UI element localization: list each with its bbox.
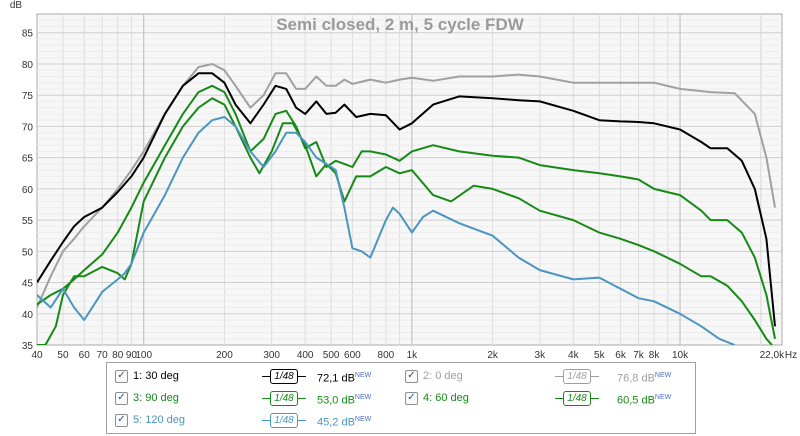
legend-item-30-deg[interactable]: ✓ 1: 30 deg xyxy=(115,365,179,387)
spl-value: 53,0 dBNEW xyxy=(317,394,372,407)
x-axis-unit: Hz xyxy=(785,350,797,361)
x-tick-label: 6k xyxy=(615,350,627,361)
x-tick-label: 22,0k xyxy=(760,350,785,361)
x-tick-label: 400 xyxy=(297,350,314,361)
checkbox[interactable]: ✓ xyxy=(115,391,128,405)
checkbox[interactable]: ✓ xyxy=(405,391,418,405)
series-line-2-0-deg xyxy=(37,63,776,308)
x-tick-label: 300 xyxy=(263,350,280,361)
y-tick-label: 75 xyxy=(22,91,34,102)
chart-title: Semi closed, 2 m, 5 cycle FDW xyxy=(276,15,525,34)
x-tick-label: 10k xyxy=(672,350,689,361)
legend-label: 4: 60 deg xyxy=(423,392,469,404)
x-tick-label: 3k xyxy=(535,350,547,361)
legend-item-90-deg[interactable]: ✓ 3: 90 deg xyxy=(115,387,179,409)
y-tick-label: 45 xyxy=(22,279,34,290)
y-tick-label: 70 xyxy=(22,122,34,133)
x-tick-label: 4k xyxy=(568,350,580,361)
series-line-4-60-deg xyxy=(37,84,776,339)
x-tick-label: 500 xyxy=(323,350,340,361)
y-tick-label: 50 xyxy=(22,247,34,258)
x-tick-label: 200 xyxy=(216,350,233,361)
spl-value: 72,1 dBNEW xyxy=(317,372,372,385)
legend-item-60-deg[interactable]: ✓ 4: 60 deg xyxy=(405,387,469,409)
checkbox[interactable]: ✓ xyxy=(115,369,128,383)
legend-row: ✓ 1: 30 deg 1/48 72,1 dBNEW ✓ 2: 0 deg 1… xyxy=(107,365,695,387)
y-tick-label: 85 xyxy=(22,29,34,40)
y-tick-label: 60 xyxy=(22,185,34,196)
x-tick-label: 40 xyxy=(31,350,43,361)
x-tick-label: 5k xyxy=(594,350,606,361)
smoothing-button[interactable]: 1/48 xyxy=(555,369,599,384)
x-tick-label: 600 xyxy=(344,350,361,361)
legend-panel: ✓ 1: 30 deg 1/48 72,1 dBNEW ✓ 2: 0 deg 1… xyxy=(106,362,696,434)
smoothing-button[interactable]: 1/48 xyxy=(262,369,306,384)
series-line-5-120-deg xyxy=(37,116,736,345)
x-tick-label: 1k xyxy=(407,350,419,361)
smoothing-button[interactable]: 1/48 xyxy=(555,391,599,406)
legend-item-120-deg[interactable]: ✓ 5: 120 deg xyxy=(115,409,185,431)
x-tick-label: 8k xyxy=(649,350,661,361)
x-tick-label: 2k xyxy=(487,350,499,361)
x-tick-label: 800 xyxy=(378,350,395,361)
x-tick-label: 90 xyxy=(126,350,138,361)
series-line-1-30-deg xyxy=(37,72,776,327)
legend-label: 1: 30 deg xyxy=(133,370,179,382)
y-tick-label: 65 xyxy=(22,154,34,165)
legend-row: ✓ 3: 90 deg 1/48 53,0 dBNEW ✓ 4: 60 deg … xyxy=(107,387,695,409)
y-tick-label: 55 xyxy=(22,216,34,227)
y-axis-label: dB xyxy=(10,0,23,11)
spl-value: 45,2 dBNEW xyxy=(317,416,372,429)
legend-label: 3: 90 deg xyxy=(133,392,179,404)
checkbox[interactable]: ✓ xyxy=(115,413,128,427)
x-tick-label: 70 xyxy=(97,350,109,361)
legend-row: ✓ 5: 120 deg 1/48 45,2 dBNEW xyxy=(107,409,695,431)
x-tick-label: 50 xyxy=(57,350,69,361)
plot-area xyxy=(36,13,783,346)
spl-value: 60,5 dBNEW xyxy=(617,394,672,407)
x-tick-label: 80 xyxy=(112,350,124,361)
smoothing-button[interactable]: 1/48 xyxy=(262,391,306,406)
smoothing-button[interactable]: 1/48 xyxy=(262,413,306,428)
x-tick-label: 60 xyxy=(79,350,91,361)
spl-value: 76,8 dBNEW xyxy=(617,372,672,385)
x-tick-label: 7k xyxy=(633,350,645,361)
legend-item-0-deg[interactable]: ✓ 2: 0 deg xyxy=(405,365,463,387)
checkbox[interactable]: ✓ xyxy=(405,369,418,383)
x-tick-label: 100 xyxy=(135,350,152,361)
frequency-response-chart: Semi closed, 2 m, 5 cycle FDW35404550556… xyxy=(10,0,797,361)
y-tick-label: 80 xyxy=(22,60,34,71)
y-tick-label: 35 xyxy=(22,341,34,352)
legend-label: 5: 120 deg xyxy=(133,414,185,426)
legend-label: 2: 0 deg xyxy=(423,370,463,382)
y-tick-label: 40 xyxy=(22,310,34,321)
